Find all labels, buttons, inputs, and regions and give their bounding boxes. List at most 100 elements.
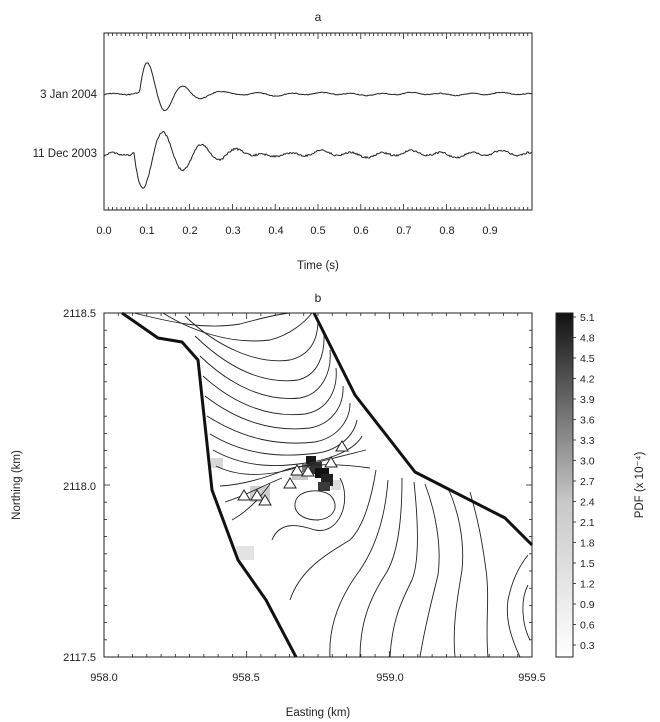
panel-b-minor-ticks xyxy=(103,312,533,658)
pdf-cell xyxy=(302,464,310,472)
contour-line xyxy=(359,477,403,658)
colorbar-tick-label: 0.9 xyxy=(580,599,595,611)
panel-b-label: b xyxy=(315,291,322,305)
contour-line xyxy=(133,312,291,327)
colorbar-tick-label: 2.4 xyxy=(580,497,595,509)
panel-a-x-tick-labels: 0.0 0.1 0.2 0.3 0.4 0.5 0.6 0.7 0.8 0.9 xyxy=(96,225,497,237)
colorbar-tick-label: 1.2 xyxy=(580,579,595,591)
a-xtick: 0.6 xyxy=(353,225,368,237)
trace-label-3-jan-2004: 3 Jan 2004 xyxy=(40,89,98,101)
panel-a-frame xyxy=(103,32,533,211)
contour-line xyxy=(215,449,367,475)
contour-line xyxy=(206,402,351,444)
colorbar-tick-label: 1.8 xyxy=(580,538,595,550)
a-xtick: 0.4 xyxy=(268,225,283,237)
station-triangle xyxy=(258,494,272,506)
colorbar-tick-label: 1.5 xyxy=(580,558,595,570)
panel-a: a 3 Jan 2004 11 Dec 2003 0.0 0.1 0.2 0.3… xyxy=(33,10,533,272)
b-ytick: 2118.0 xyxy=(63,481,96,493)
contour-line xyxy=(389,481,418,658)
contour-line xyxy=(212,435,363,467)
contour-line xyxy=(294,490,336,521)
b-xtick: 959.5 xyxy=(518,672,546,684)
contour-line xyxy=(224,477,283,503)
station-triangle xyxy=(290,464,304,476)
pdf-cell xyxy=(315,468,329,478)
panel-b-y-tick-labels: 2118.5 2118.0 2117.5 xyxy=(63,308,96,664)
contour-line xyxy=(419,483,440,658)
a-xtick: 0.0 xyxy=(96,225,111,237)
contour-line xyxy=(194,332,325,382)
colorbar-tick-label: 0.6 xyxy=(580,620,595,632)
contour-line xyxy=(522,584,531,641)
station-triangle xyxy=(335,440,349,452)
panel-b: b xyxy=(11,291,546,719)
a-xtick: 0.2 xyxy=(182,225,197,237)
western-boundary xyxy=(121,311,298,658)
station-triangle xyxy=(250,489,264,501)
colorbar-tick-label: 5.1 xyxy=(580,312,595,324)
b-xtick: 958.0 xyxy=(90,672,118,684)
contour-line xyxy=(199,349,331,400)
pdf-cell xyxy=(331,480,341,490)
b-xtick: 959.0 xyxy=(376,672,404,684)
colorbar-tick-label: 0.3 xyxy=(580,640,595,652)
pdf-cell xyxy=(211,458,223,468)
panel-a-minor-ticks xyxy=(103,33,533,210)
contour-line xyxy=(289,469,377,601)
a-xtick: 0.9 xyxy=(482,225,497,237)
a-xtick: 0.8 xyxy=(439,225,454,237)
contour-line xyxy=(162,312,313,342)
colorbar-tick-label: 3.6 xyxy=(580,415,595,427)
contour-line xyxy=(447,487,464,658)
station-triangle xyxy=(324,456,338,468)
contour-line xyxy=(184,315,319,362)
contour-line xyxy=(231,483,271,521)
colorbar-tick-label: 3.3 xyxy=(580,435,595,447)
contour-lines xyxy=(133,312,531,658)
a-xtick: 0.3 xyxy=(225,225,240,237)
colorbar-tick-label: 2.7 xyxy=(580,476,595,488)
panel-b-y-axis-title: Northing (km) xyxy=(11,450,23,520)
colorbar-tick-label: 4.5 xyxy=(580,353,595,365)
a-xtick: 0.7 xyxy=(396,225,411,237)
colorbar-tick-label: 3.0 xyxy=(580,456,595,468)
a-xtick: 0.5 xyxy=(310,225,325,237)
colorbar-tick-labels: 5.1 4.8 4.5 4.2 3.9 3.6 3.3 3.0 2.7 2.4 2.1 1.8 1.5 1… xyxy=(573,312,595,652)
trace-3-jan-2004 xyxy=(103,62,533,112)
stations xyxy=(237,440,349,506)
panel-a-x-axis-title: Time (s) xyxy=(297,260,339,272)
station-triangle xyxy=(301,465,315,477)
pdf-cell xyxy=(306,456,316,466)
station-triangle xyxy=(237,489,251,501)
colorbar: 5.1 4.8 4.5 4.2 3.9 3.6 3.3 3.0 2.7 2.4 2.1 1.8 1.5 1… xyxy=(555,312,646,658)
station-triangle xyxy=(283,477,297,489)
b-ytick: 2117.5 xyxy=(63,652,96,664)
a-xtick: 0.1 xyxy=(139,225,154,237)
pdf-cell xyxy=(318,482,330,491)
b-ytick: 2118.5 xyxy=(63,308,96,320)
trace-11-dec-2003 xyxy=(103,130,532,189)
panel-b-x-tick-labels: 958.0 958.5 959.0 959.5 xyxy=(90,672,546,684)
b-xtick: 958.5 xyxy=(232,672,260,684)
eastern-boundary xyxy=(312,312,534,547)
panel-a-label: a xyxy=(315,10,322,24)
colorbar-tick-label: 2.1 xyxy=(580,517,595,529)
boundary-lines xyxy=(121,311,534,658)
contour-line xyxy=(469,491,489,658)
colorbar-title: PDF (x 10⁻⁴) xyxy=(634,452,646,519)
colorbar-tick-label: 3.9 xyxy=(580,394,595,406)
contour-line xyxy=(202,367,337,416)
contour-line xyxy=(219,464,371,487)
panel-b-x-axis-title: Easting (km) xyxy=(286,707,351,719)
trace-label-11-dec-2003: 11 Dec 2003 xyxy=(33,148,97,160)
contour-line xyxy=(506,554,529,658)
contour-line xyxy=(271,477,346,541)
colorbar-gradient xyxy=(555,312,574,658)
contour-line xyxy=(204,385,344,430)
contour-line xyxy=(209,419,358,456)
pdf-cell xyxy=(236,546,254,560)
contour-line xyxy=(329,479,389,658)
colorbar-tick-label: 4.8 xyxy=(580,333,595,345)
